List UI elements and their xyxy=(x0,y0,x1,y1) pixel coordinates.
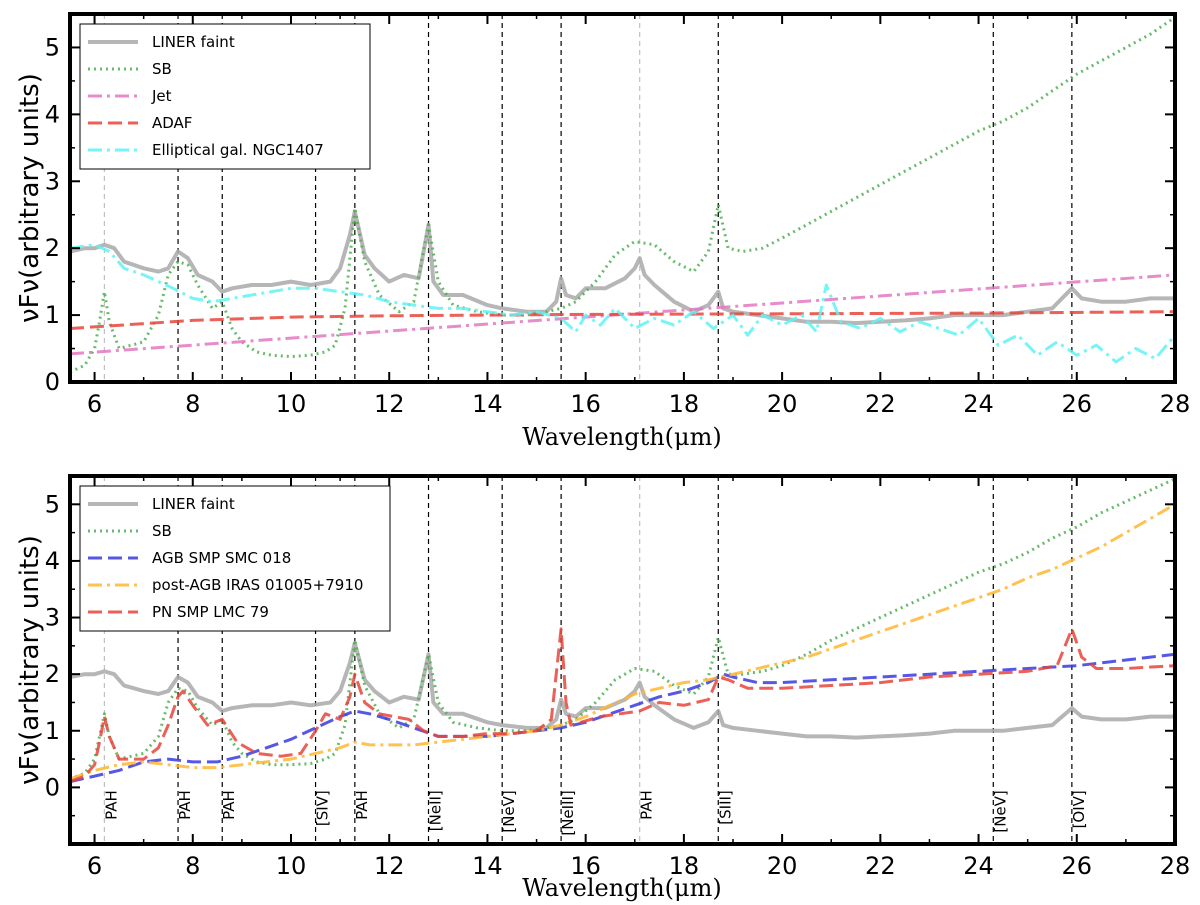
series-line xyxy=(69,641,1175,740)
x-tick-label: 10 xyxy=(276,852,307,880)
bottom-y-axis-label: νFν(arbitrary units) xyxy=(15,535,45,785)
x-tick-label: 26 xyxy=(1062,852,1093,880)
series-line xyxy=(69,627,1176,784)
emission-line-label: [SIV] xyxy=(314,790,332,826)
legend-label: Elliptical gal. NGC1407 xyxy=(152,141,324,159)
x-tick-label: 22 xyxy=(865,852,896,880)
bottom-emission-lines: PAH PAH PAH [SIV] PAH [NeII] [NeV] [NeIII] PAH [S… xyxy=(102,476,1088,844)
x-tick-label: 6 xyxy=(87,852,102,880)
x-tick-label: 24 xyxy=(963,852,994,880)
y-tick-label: 1 xyxy=(45,301,60,329)
series-line xyxy=(69,503,1176,781)
top-series-group xyxy=(69,16,1177,374)
x-tick-label: 28 xyxy=(1160,390,1191,418)
x-tick-label: 20 xyxy=(767,390,798,418)
y-tick-label: 2 xyxy=(45,234,60,262)
x-tick-label: 18 xyxy=(669,390,700,418)
x-tick-label: 18 xyxy=(669,852,700,880)
emission-line-label: PAH xyxy=(102,790,120,820)
bottom-plot-frame xyxy=(68,474,1177,846)
emission-line-label: PAH xyxy=(353,790,371,820)
x-tick-label: 16 xyxy=(570,852,601,880)
series-line xyxy=(69,310,1176,330)
y-tick-label: 4 xyxy=(45,547,60,575)
y-tick-label: 5 xyxy=(45,490,60,518)
series-line xyxy=(69,243,1177,364)
x-tick-label: 20 xyxy=(767,852,798,880)
legend-label: PN SMP LMC 79 xyxy=(152,603,269,621)
x-tick-label: 8 xyxy=(185,390,200,418)
emission-line-label: [NeV] xyxy=(500,790,518,832)
x-tick-label: 12 xyxy=(374,852,405,880)
emission-line-label: PAH xyxy=(220,790,238,820)
emission-line-label: PAH xyxy=(176,790,194,820)
series-line xyxy=(69,209,1175,326)
legend-label: LINER faint xyxy=(152,33,235,51)
x-tick-label: 12 xyxy=(374,390,405,418)
y-tick-label: 1 xyxy=(45,717,60,745)
x-tick-label: 10 xyxy=(276,390,307,418)
bottom-panel: PAH PAH PAH [SIV] PAH [NeII] [NeV] [NeIII] PAH [S… xyxy=(15,474,1191,902)
x-tick-label: 14 xyxy=(472,852,503,880)
legend-label: Jet xyxy=(151,87,172,105)
emission-line-label: [NeIII] xyxy=(559,790,577,835)
y-tick-label: 5 xyxy=(45,33,60,61)
bottom-x-axis-label: Wavelength(μm) xyxy=(522,874,722,902)
emission-line-label: PAH xyxy=(638,790,656,820)
bottom-series-group xyxy=(69,477,1176,784)
legend-label: post-AGB IRAS 01005+7910 xyxy=(152,576,363,594)
y-tick-label: 2 xyxy=(45,660,60,688)
x-tick-label: 22 xyxy=(865,390,896,418)
y-tick-label: 3 xyxy=(45,604,60,632)
legend-label: LINER faint xyxy=(152,495,235,513)
y-tick-label: 0 xyxy=(45,368,60,396)
legend-label: ADAF xyxy=(152,114,192,132)
emission-line-label: [NeV] xyxy=(991,790,1009,832)
x-tick-label: 16 xyxy=(570,390,601,418)
top-plot-frame xyxy=(68,12,1177,384)
emission-line-label: [NeII] xyxy=(427,790,445,831)
y-tick-label: 0 xyxy=(45,773,60,801)
x-tick-label: 6 xyxy=(87,390,102,418)
top-y-axis-label: νFν(arbitrary units) xyxy=(15,73,45,323)
y-tick-label: 4 xyxy=(45,100,60,128)
bottom-legend: LINER faint SB AGB SMP SMC 018 post-AGB IRA… xyxy=(79,485,391,632)
legend-label: SB xyxy=(152,522,172,540)
x-tick-label: 14 xyxy=(472,390,503,418)
emission-line-label: [OIV] xyxy=(1070,790,1088,828)
legend-label: AGB SMP SMC 018 xyxy=(152,549,291,567)
x-tick-label: 24 xyxy=(963,390,994,418)
top-legend: LINER faint SB Jet ADAF Elliptical gal. NGC1… xyxy=(79,23,371,170)
x-tick-label: 8 xyxy=(185,852,200,880)
emission-line-label: [SIII] xyxy=(716,790,734,825)
x-tick-label: 26 xyxy=(1062,390,1093,418)
y-tick-label: 3 xyxy=(45,167,60,195)
top-x-axis-label: Wavelength(μm) xyxy=(522,423,722,451)
x-tick-label: 28 xyxy=(1160,852,1191,880)
legend-label: SB xyxy=(152,60,172,78)
